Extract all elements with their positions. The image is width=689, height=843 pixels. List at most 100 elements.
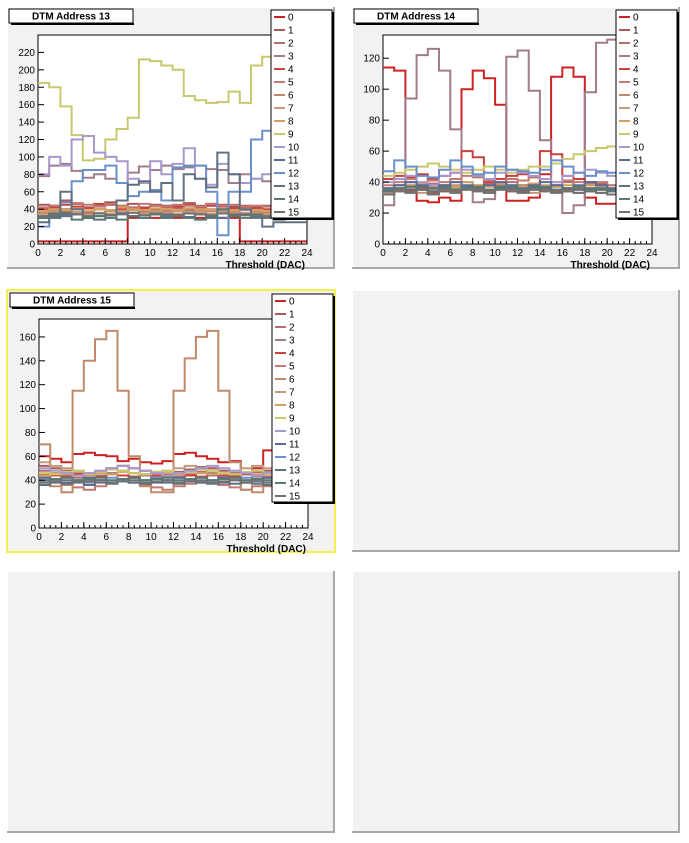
x-tick-label: 18: [235, 532, 247, 543]
x-tick-label: 8: [125, 248, 131, 259]
x-tick-label: 20: [602, 248, 614, 259]
y-tick-label: 220: [18, 48, 35, 59]
x-tick-label: 0: [380, 248, 386, 259]
legend-label: 14: [289, 479, 301, 490]
x-tick-label: 0: [36, 532, 42, 543]
x-tick-label: 20: [258, 532, 270, 543]
series-14: [38, 208, 307, 221]
series-10: [39, 464, 308, 477]
x-tick-label: 10: [490, 248, 502, 259]
x-tick-label: 6: [447, 248, 453, 259]
y-tick-label: 120: [18, 135, 35, 146]
x-tick-label: 18: [234, 248, 246, 259]
legend-label: 6: [288, 91, 294, 102]
y-tick-label: 40: [24, 205, 36, 216]
y-tick-label: 140: [18, 118, 35, 129]
legend-label: 0: [633, 13, 639, 24]
legend-label: 11: [289, 440, 300, 451]
legend-label: 4: [288, 65, 294, 76]
y-tick-label: 20: [369, 209, 381, 220]
x-tick-label: 2: [58, 248, 64, 259]
legend-label: 7: [289, 388, 295, 399]
x-tick-label: 2: [403, 248, 409, 259]
chart-title: DTM Address 13: [32, 12, 110, 23]
x-tick-label: 12: [167, 248, 179, 259]
x-tick-label: 14: [534, 248, 546, 259]
legend-label: 12: [289, 453, 301, 464]
plot-pad-dtm-13[interactable]: 0 2 4 6 8 10 12 14 16 18 20 22 24 0 20 40 60 80 100 120 140 1…: [6, 6, 336, 271]
x-tick-label: 4: [81, 532, 87, 543]
y-tick-label: 120: [19, 380, 36, 391]
y-tick-label: 80: [369, 116, 381, 127]
x-tick-label: 16: [212, 248, 224, 259]
y-tick-label: 60: [369, 147, 381, 158]
legend-label: 10: [633, 143, 645, 154]
x-tick-label: 16: [213, 532, 225, 543]
series-15: [383, 188, 652, 196]
y-tick-label: 40: [25, 476, 37, 487]
x-axis-title: Threshold (DAC): [227, 544, 306, 555]
x-tick-label: 6: [103, 532, 109, 543]
y-tick-label: 60: [25, 452, 37, 463]
x-tick-label: 2: [59, 532, 65, 543]
x-tick-label: 10: [146, 532, 158, 543]
y-tick-label: 100: [19, 404, 36, 415]
legend-label: 9: [288, 130, 294, 141]
empty-pad-6[interactable]: [351, 570, 681, 834]
legend-label: 6: [633, 91, 639, 102]
legend-label: 5: [289, 362, 295, 373]
plot-frame: [382, 34, 653, 245]
legend-label: 8: [288, 117, 294, 128]
series-12: [38, 128, 307, 237]
chart-dtm-address-15: 0 2 4 6 8 10 12 14 16 18 20 22 240204060801001201401…: [9, 292, 335, 555]
plot-pad-dtm-14[interactable]: 0 2 4 6 8 10 12 14 16 18 20 22 24 0 20 40 60 80 100 120 Thre…: [351, 6, 681, 271]
legend-label: 2: [288, 39, 294, 50]
y-tick-label: 0: [29, 240, 35, 251]
series-12: [383, 159, 652, 179]
plot-pad-dtm-15[interactable]: 0 2 4 6 8 10 12 14 16 18 20 22 24 0 20 40 60 80 100 120 140 1…: [6, 289, 336, 555]
y-tick-label: 0: [30, 524, 36, 535]
legend-label: 10: [289, 427, 301, 438]
legend-label: 2: [633, 39, 639, 50]
x-tick-label: 24: [301, 248, 313, 259]
x-tick-label: 4: [425, 248, 431, 259]
legend-label: 13: [288, 182, 300, 193]
x-axis-title: Threshold (DAC): [226, 260, 305, 271]
y-tick-label: 120: [363, 54, 380, 65]
legend-label: 0: [288, 13, 294, 24]
y-tick-label: 80: [24, 170, 36, 181]
y-tick-label: 140: [19, 356, 36, 367]
legend-label: 1: [288, 26, 294, 37]
y-tick-label: 180: [18, 83, 35, 94]
legend-label: 10: [288, 143, 300, 154]
x-tick-label: 6: [102, 248, 108, 259]
legend-label: 13: [289, 466, 301, 477]
legend-label: 0: [289, 297, 295, 308]
chart-title: DTM Address 14: [377, 12, 455, 23]
empty-pad-5[interactable]: [6, 570, 336, 834]
empty-pad-4[interactable]: [351, 289, 681, 553]
legend-label: 8: [633, 117, 639, 128]
y-tick-label: 60: [24, 187, 36, 198]
x-axis-title: Threshold (DAC): [571, 260, 650, 271]
legend-box: [271, 293, 334, 503]
legend-label: 1: [289, 310, 295, 321]
series-14: [383, 185, 652, 191]
x-tick-label: 22: [624, 248, 636, 259]
legend-label: 5: [288, 78, 294, 89]
legend-label: 11: [288, 156, 299, 167]
legend-label: 8: [289, 401, 295, 412]
series-15: [39, 479, 308, 484]
series-6: [39, 329, 308, 494]
series-5: [38, 202, 307, 211]
legend-label: 12: [633, 169, 645, 180]
x-tick-label: 14: [189, 248, 201, 259]
legend-label: 12: [288, 169, 300, 180]
x-tick-label: 10: [145, 248, 157, 259]
chart-dtm-address-13: 0 2 4 6 8 10 12 14 16 18 20 22 240204060801001201401…: [8, 8, 334, 271]
y-tick-label: 20: [25, 500, 37, 511]
x-tick-label: 4: [80, 248, 86, 259]
y-tick-label: 160: [19, 332, 36, 343]
series-14: [39, 476, 308, 482]
x-tick-label: 18: [579, 248, 591, 259]
